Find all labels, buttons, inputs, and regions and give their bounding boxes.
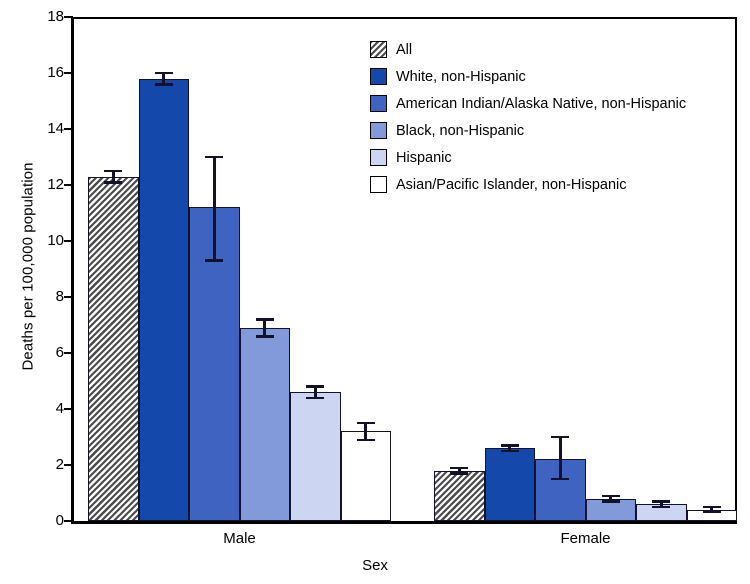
error-bar-cap [601, 500, 620, 503]
error-bar-cap [154, 71, 173, 75]
legend-item-label: American Indian/Alaska Native, non-Hispa… [396, 95, 687, 112]
x-axis-title: Sex [362, 557, 388, 574]
y-tick-mark [64, 520, 73, 522]
error-bar-cap [255, 334, 274, 338]
legend-swatch-icon [370, 41, 387, 58]
plot-right-border [735, 17, 737, 523]
y-tick-mark [64, 16, 73, 18]
error-bar-cap [205, 259, 224, 263]
error-bar-line [659, 501, 663, 507]
error-bar-cap [104, 180, 123, 184]
y-tick-label: 2 [55, 456, 64, 473]
plot-top-border [71, 17, 737, 19]
error-bar-cap [306, 385, 325, 389]
y-tick-mark [64, 72, 73, 74]
bar-female-0 [434, 470, 485, 521]
group-label-male: Male [223, 530, 256, 547]
error-bar-line [162, 73, 166, 85]
y-tick-label: 8 [55, 288, 64, 305]
legend-item-label: Asian/Pacific Islander, non-Hispanic [396, 176, 627, 193]
error-bar-line [710, 507, 714, 512]
y-tick-label: 16 [47, 64, 64, 81]
legend-swatch-icon [370, 176, 387, 193]
bar-male-3 [239, 327, 290, 521]
legend-swatch-icon [370, 149, 387, 166]
legend-item-1[interactable]: White, non-Hispanic [370, 63, 686, 90]
legend-item-3[interactable]: Black, non-Hispanic [370, 117, 686, 144]
error-bar-cap [356, 421, 375, 425]
bar-male-0 [88, 176, 139, 521]
bar-male-5 [340, 431, 391, 521]
error-bar-cap [306, 396, 325, 400]
error-bar-cap [702, 509, 721, 513]
y-tick-label: 10 [47, 232, 64, 249]
y-tick-mark [64, 128, 73, 130]
error-bar-line [263, 319, 267, 337]
y-tick-label: 18 [47, 8, 64, 25]
chart-legend: All White, non-Hispanic American Indian/Al… [370, 36, 686, 198]
y-tick-mark [64, 296, 73, 298]
bar-male-1 [138, 78, 189, 521]
error-bar-cap [356, 438, 375, 442]
error-bar-line [457, 467, 461, 474]
legend-item-5[interactable]: Asian/Pacific Islander, non-Hispanic [370, 171, 686, 198]
error-bar-line [212, 157, 216, 261]
error-bar-cap [702, 505, 721, 509]
y-tick-label: 14 [47, 120, 64, 137]
error-bar-cap [450, 466, 469, 470]
error-bar-line [558, 437, 562, 479]
x-axis-line [71, 521, 737, 524]
legend-swatch-icon [370, 122, 387, 139]
error-bar-line [111, 171, 115, 183]
y-tick-mark [64, 184, 73, 186]
error-bar-cap [652, 500, 671, 503]
y-axis-line [71, 17, 74, 523]
legend-item-2[interactable]: American Indian/Alaska Native, non-Hispa… [370, 90, 686, 117]
error-bar-line [609, 495, 613, 502]
legend-swatch-icon [370, 68, 387, 85]
error-bar-cap [551, 477, 570, 481]
y-tick-label: 12 [47, 176, 64, 193]
y-tick-label: 6 [55, 344, 64, 361]
error-bar-cap [154, 82, 173, 86]
legend-item-label: Black, non-Hispanic [396, 122, 525, 139]
legend-item-0[interactable]: All [370, 36, 686, 63]
legend-item-label: All [396, 41, 413, 58]
error-bar-cap [601, 494, 620, 498]
error-bar-cap [255, 318, 274, 321]
error-bar-cap [551, 435, 570, 439]
error-bar-line [364, 423, 368, 440]
error-bar-line [508, 445, 512, 451]
y-tick-label: 0 [55, 512, 64, 529]
error-bar-cap [450, 472, 469, 475]
y-tick-mark [64, 408, 73, 410]
legend-item-label: White, non-Hispanic [396, 68, 526, 85]
bar-female-1 [484, 448, 535, 521]
legend-swatch-icon [370, 95, 387, 112]
y-tick-label: 4 [55, 400, 64, 417]
error-bar-cap [500, 444, 519, 447]
legend-item-4[interactable]: Hispanic [370, 144, 686, 171]
y-tick-mark [64, 352, 73, 354]
error-bar-cap [500, 449, 519, 453]
error-bar-line [313, 386, 317, 398]
error-bar-cap [652, 505, 671, 509]
error-bar-cap [205, 155, 224, 159]
y-tick-mark [64, 240, 73, 242]
bar-male-4 [290, 392, 341, 521]
y-tick-mark [64, 464, 73, 466]
group-label-female: Female [560, 530, 611, 547]
error-bar-cap [104, 169, 123, 173]
legend-item-label: Hispanic [396, 149, 452, 166]
